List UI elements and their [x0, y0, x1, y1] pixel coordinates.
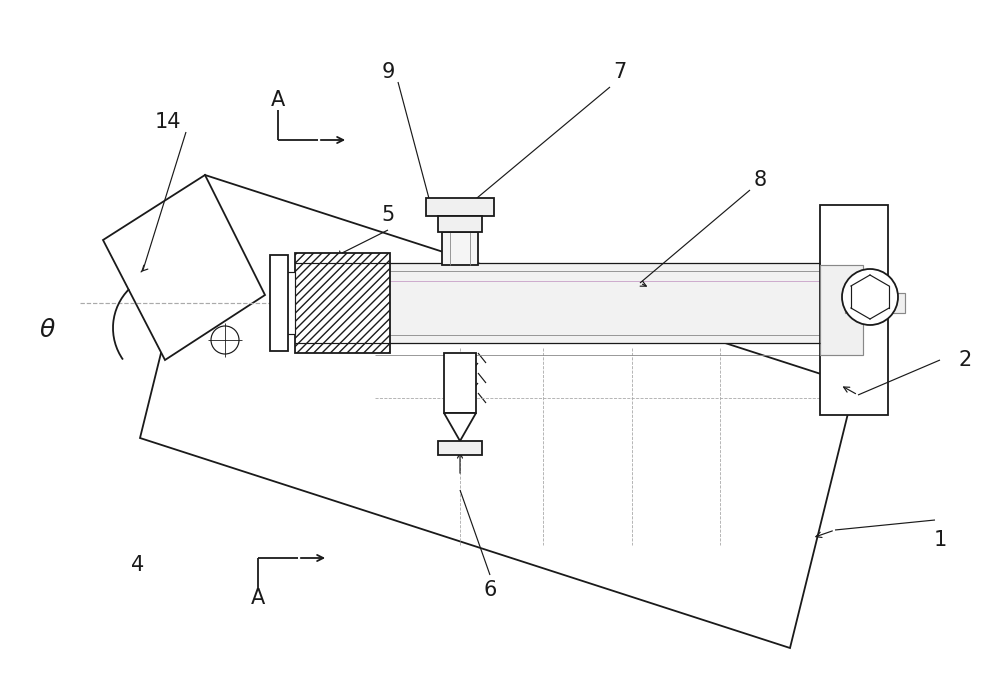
Bar: [295, 253, 390, 353]
Bar: [438, 441, 482, 455]
Bar: [375, 263, 820, 343]
Text: 4: 4: [131, 555, 145, 575]
Circle shape: [842, 269, 898, 325]
Text: 6: 6: [483, 580, 497, 600]
Text: A: A: [251, 588, 265, 608]
Bar: [285, 272, 295, 334]
Text: 2: 2: [958, 350, 972, 370]
Bar: [444, 353, 476, 413]
Text: θ: θ: [39, 318, 55, 342]
Bar: [820, 265, 863, 355]
Circle shape: [211, 326, 239, 354]
Text: 8: 8: [753, 170, 767, 190]
Polygon shape: [140, 175, 855, 648]
Bar: [426, 198, 494, 216]
Bar: [270, 255, 288, 351]
Bar: [845, 293, 905, 313]
Text: A: A: [271, 90, 285, 110]
Polygon shape: [103, 175, 265, 360]
Bar: [438, 216, 482, 232]
Bar: [820, 205, 888, 415]
Text: 14: 14: [155, 112, 181, 132]
Bar: [442, 232, 478, 265]
Text: 9: 9: [381, 62, 395, 82]
Text: 5: 5: [381, 205, 395, 225]
Text: 1: 1: [933, 530, 947, 550]
Text: 7: 7: [613, 62, 627, 82]
Polygon shape: [444, 413, 476, 441]
